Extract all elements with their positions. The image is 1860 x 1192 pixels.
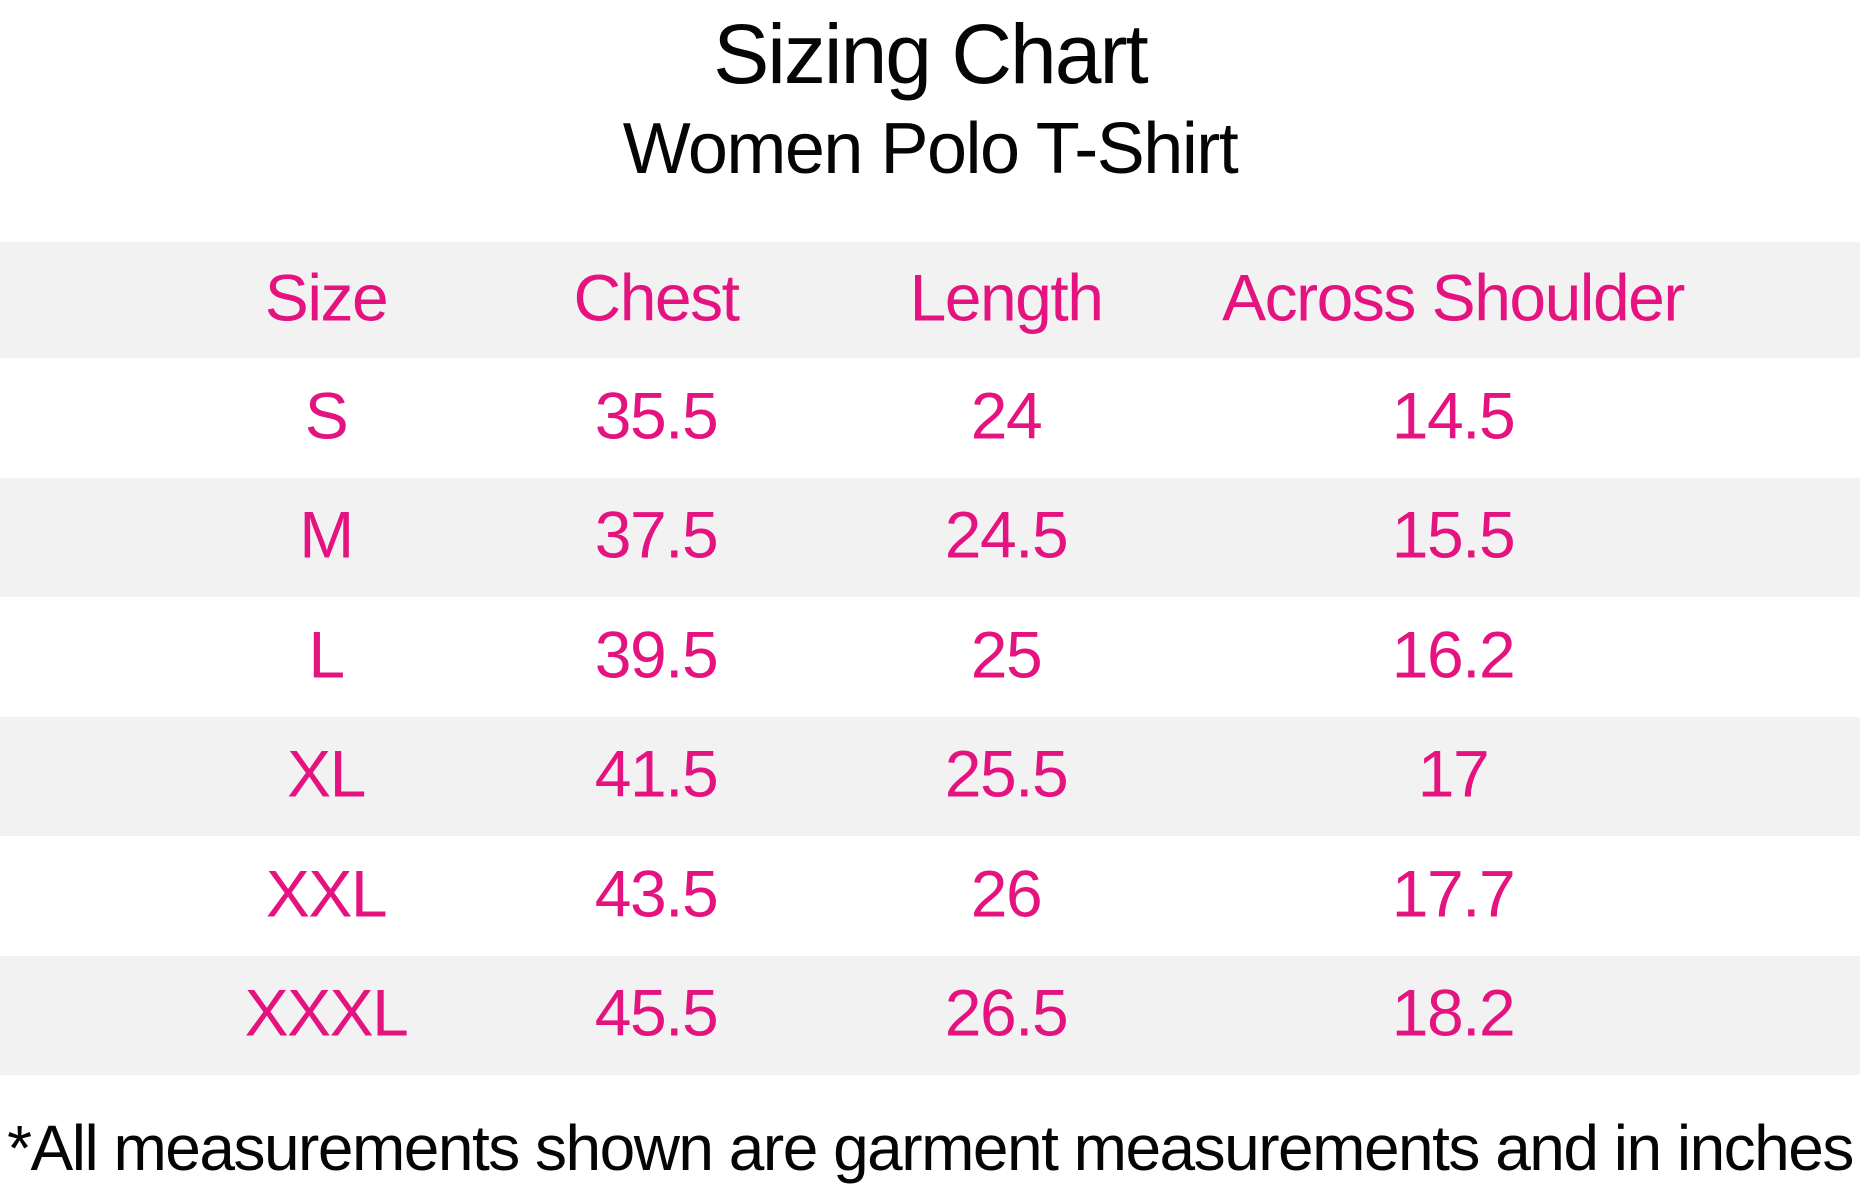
cell-length: 26.5 [944,975,1069,1050]
cell-across-shoulder: 17.7 [1391,856,1516,931]
cell-across-shoulder: 18.2 [1391,975,1516,1050]
table-header-row: Size Chest Length Across Shoulder [0,242,1860,358]
column-header-length: Length [909,260,1104,335]
chart-subtitle: Women Polo T-Shirt [622,109,1239,189]
cell-chest: 43.5 [594,856,719,931]
column-header-size: Size [264,260,389,335]
cell-chest: 37.5 [594,497,719,572]
table-row-m: M 37.5 24.5 15.5 [0,477,1860,597]
table-row-s: S 35.5 24 14.5 [0,358,1860,478]
measurement-footnote: *All measurements shown are garment meas… [7,1111,1854,1184]
cell-size: L [308,617,345,692]
column-header-across-shoulder: Across Shoulder [1222,260,1685,335]
cell-across-shoulder: 15.5 [1391,497,1516,572]
table-row-l: L 39.5 25 16.2 [0,597,1860,717]
cell-size: XXL [265,856,388,931]
cell-size: S [304,378,349,453]
cell-size: M [299,497,354,572]
cell-across-shoulder: 17 [1417,736,1490,811]
table-row-xxxl: XXXL 45.5 26.5 18.2 [0,955,1860,1075]
sizing-table: Size Chest Length Across Shoulder S 35.5… [0,242,1860,1075]
table-row-xxl: XXL 43.5 26 17.7 [0,836,1860,956]
cell-across-shoulder: 16.2 [1391,617,1516,692]
table-row-xl: XL 41.5 25.5 17 [0,716,1860,836]
cell-length: 24 [970,378,1043,453]
cell-chest: 35.5 [594,378,719,453]
cell-length: 24.5 [944,497,1069,572]
cell-chest: 45.5 [594,975,719,1050]
cell-length: 25 [970,617,1043,692]
cell-length: 25.5 [944,736,1069,811]
cell-length: 26 [970,856,1043,931]
cell-chest: 39.5 [594,617,719,692]
column-header-chest: Chest [573,260,740,335]
cell-size: XL [287,736,366,811]
chart-title: Sizing Chart [713,7,1149,101]
cell-chest: 41.5 [594,736,719,811]
cell-across-shoulder: 14.5 [1391,378,1516,453]
cell-size: XXXL [244,975,409,1050]
